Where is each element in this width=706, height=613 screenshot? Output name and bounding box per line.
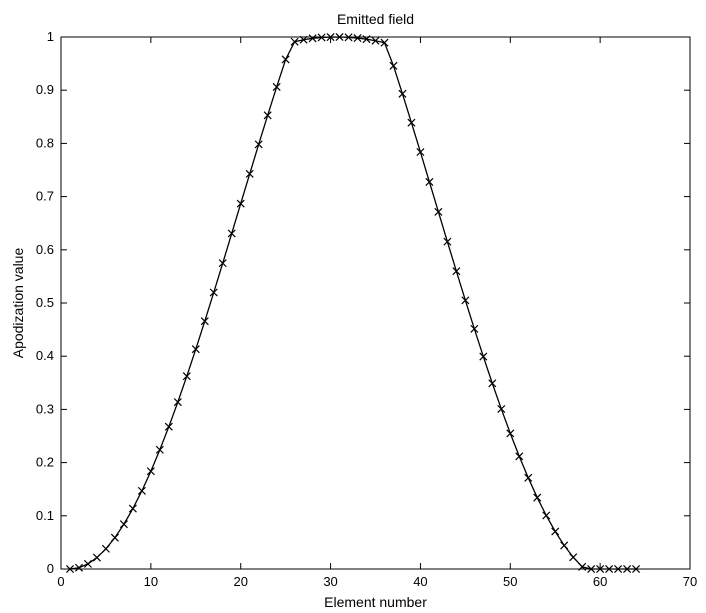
data-point-x-marker bbox=[489, 380, 496, 387]
data-point-x-marker bbox=[417, 148, 424, 155]
data-point-x-marker bbox=[453, 268, 460, 275]
data-point-x-marker bbox=[138, 487, 145, 494]
data-point-x-marker bbox=[462, 297, 469, 304]
y-tick-label: 0.2 bbox=[36, 455, 54, 470]
y-tick-label: 0.7 bbox=[36, 189, 54, 204]
data-point-x-marker bbox=[120, 521, 127, 528]
x-tick-label: 50 bbox=[503, 574, 517, 589]
data-point-x-marker bbox=[129, 505, 136, 512]
data-point-x-marker bbox=[282, 56, 289, 63]
data-point-x-marker bbox=[561, 542, 568, 549]
series-apodization bbox=[66, 33, 639, 572]
y-tick-label: 1 bbox=[47, 29, 54, 44]
x-tick-label: 10 bbox=[144, 574, 158, 589]
x-tick-label: 70 bbox=[683, 574, 697, 589]
data-point-x-marker bbox=[390, 62, 397, 69]
data-point-x-marker bbox=[543, 512, 550, 519]
data-point-x-marker bbox=[408, 119, 415, 126]
y-tick-label: 0.6 bbox=[36, 242, 54, 257]
data-point-x-marker bbox=[273, 83, 280, 90]
data-point-x-marker bbox=[210, 289, 217, 296]
data-point-x-marker bbox=[480, 353, 487, 360]
plot-area-frame bbox=[61, 37, 690, 569]
data-point-x-marker bbox=[507, 430, 514, 437]
data-point-x-marker bbox=[228, 230, 235, 237]
x-axis: 0 10 20 30 40 50 60 70 bbox=[57, 37, 697, 589]
data-point-x-marker bbox=[498, 405, 505, 412]
y-tick-label: 0.1 bbox=[36, 508, 54, 523]
y-tick-label: 0 bbox=[47, 561, 54, 576]
data-point-x-marker bbox=[84, 560, 91, 567]
data-point-x-marker bbox=[525, 474, 532, 481]
data-point-x-marker bbox=[192, 346, 199, 353]
data-point-x-marker bbox=[534, 494, 541, 501]
data-point-x-marker bbox=[147, 468, 154, 475]
series-line bbox=[70, 37, 636, 569]
data-point-x-marker bbox=[111, 534, 118, 541]
data-point-x-marker bbox=[201, 318, 208, 325]
x-axis-label: Element number bbox=[324, 594, 427, 610]
y-tick-label: 0.8 bbox=[36, 135, 54, 150]
data-point-x-marker bbox=[219, 260, 226, 267]
data-point-x-marker bbox=[174, 399, 181, 406]
y-tick-label: 0.3 bbox=[36, 401, 54, 416]
data-point-x-marker bbox=[435, 208, 442, 215]
data-point-x-marker bbox=[255, 141, 262, 148]
x-tick-label: 0 bbox=[57, 574, 64, 589]
data-point-x-marker bbox=[570, 554, 577, 561]
y-tick-label: 0.9 bbox=[36, 82, 54, 97]
data-point-x-marker bbox=[426, 178, 433, 185]
y-axis: 0 0.1 0.2 0.3 0.4 0.5 0.6 0.7 0.8 0.9 1 bbox=[36, 29, 690, 576]
y-tick-label: 0.4 bbox=[36, 348, 54, 363]
data-point-x-marker bbox=[444, 238, 451, 245]
y-tick-label: 0.5 bbox=[36, 295, 54, 310]
chart-title: Emitted field bbox=[337, 11, 414, 27]
data-point-x-marker bbox=[183, 373, 190, 380]
data-point-x-marker bbox=[246, 170, 253, 177]
data-point-x-marker bbox=[102, 545, 109, 552]
data-point-x-marker bbox=[237, 200, 244, 207]
data-point-x-marker bbox=[552, 528, 559, 535]
data-point-x-marker bbox=[471, 325, 478, 332]
x-tick-label: 30 bbox=[323, 574, 337, 589]
data-point-x-marker bbox=[399, 90, 406, 97]
data-point-x-marker bbox=[516, 453, 523, 460]
data-point-x-marker bbox=[156, 446, 163, 453]
data-point-x-marker bbox=[264, 112, 271, 119]
x-tick-label: 60 bbox=[593, 574, 607, 589]
x-tick-label: 40 bbox=[413, 574, 427, 589]
y-axis-label: Apodization value bbox=[10, 248, 26, 359]
data-point-x-marker bbox=[93, 554, 100, 561]
data-point-x-marker bbox=[165, 423, 172, 430]
x-tick-label: 20 bbox=[233, 574, 247, 589]
